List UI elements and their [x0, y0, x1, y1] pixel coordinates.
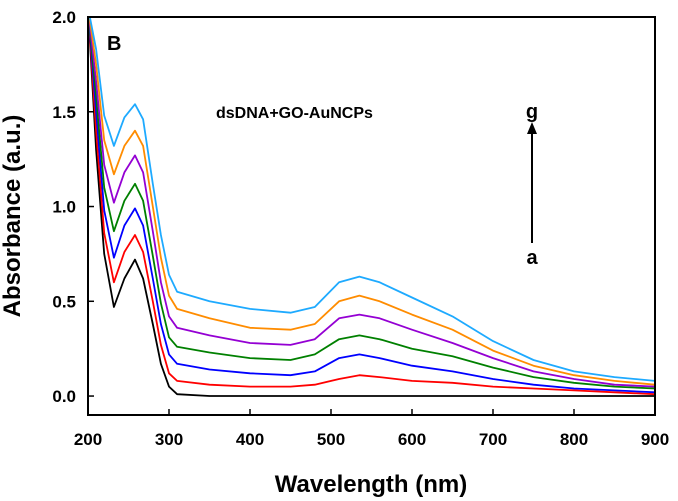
- y-tick-label: 1.0: [52, 198, 76, 217]
- x-tick-label: 200: [74, 430, 102, 449]
- series-line-1: [88, 17, 655, 397]
- x-tick-label: 600: [398, 430, 426, 449]
- y-tick-label: 0.5: [52, 292, 76, 311]
- y-axis-title: Absorbance (a.u.): [0, 115, 26, 318]
- x-tick-label: 400: [236, 430, 264, 449]
- tick-layer: 200 300 400 500 600 700 800 900 0.0 0.5 1.0 1.5 2.0: [52, 8, 669, 449]
- panel-label: B: [107, 33, 121, 55]
- series-layer: [88, 17, 655, 397]
- x-tick-label: 500: [317, 430, 345, 449]
- trend-arrow: [527, 122, 537, 243]
- series-line-7: [88, 17, 655, 382]
- plot-frame: [87, 16, 656, 416]
- series-line-6: [88, 17, 655, 386]
- arrow-end-label: g: [526, 101, 538, 123]
- y-tick-label: 1.5: [52, 103, 76, 122]
- arrow-start-label: a: [526, 247, 538, 269]
- series-line-5: [88, 17, 655, 388]
- series-line-2: [88, 17, 655, 396]
- series-line-4: [88, 17, 655, 390]
- series-line-3: [88, 17, 655, 394]
- sample-annotation: dsDNA+GO-AuNCPs: [216, 105, 373, 122]
- y-tick-label: 0.0: [52, 387, 76, 406]
- x-tick-label: 700: [479, 430, 507, 449]
- x-tick-label: 800: [560, 430, 588, 449]
- x-tick-label: 900: [641, 430, 669, 449]
- y-tick-label: 2.0: [52, 8, 76, 27]
- x-tick-label: 300: [155, 430, 183, 449]
- x-axis-title: Wavelength (nm): [275, 471, 467, 498]
